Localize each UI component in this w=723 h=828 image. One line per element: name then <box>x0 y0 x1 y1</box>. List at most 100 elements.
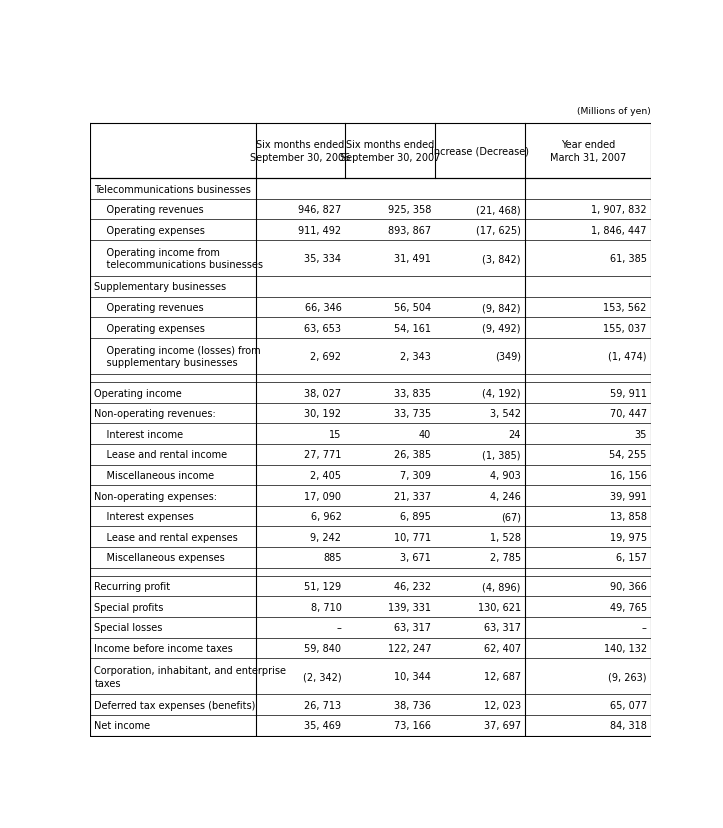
Text: (1, 474): (1, 474) <box>608 352 647 362</box>
Text: Telecommunications businesses: Telecommunications businesses <box>94 185 251 195</box>
Text: 61, 385: 61, 385 <box>609 254 647 264</box>
Text: 35, 334: 35, 334 <box>304 254 341 264</box>
Text: 2, 785: 2, 785 <box>489 552 521 563</box>
Text: 39, 991: 39, 991 <box>610 491 647 501</box>
Text: Income before income taxes: Income before income taxes <box>94 643 233 653</box>
Text: 65, 077: 65, 077 <box>609 700 647 710</box>
Text: Lease and rental income: Lease and rental income <box>94 450 228 460</box>
Text: 140, 132: 140, 132 <box>604 643 647 653</box>
Text: 59, 840: 59, 840 <box>304 643 341 653</box>
Text: 35: 35 <box>634 429 647 439</box>
Text: Interest expenses: Interest expenses <box>94 512 194 522</box>
Text: 70, 447: 70, 447 <box>609 409 647 419</box>
Text: (Millions of yen): (Millions of yen) <box>577 107 651 116</box>
Text: Non-operating revenues:: Non-operating revenues: <box>94 409 216 419</box>
Text: Operating revenues: Operating revenues <box>94 205 204 215</box>
Text: 84, 318: 84, 318 <box>610 720 647 730</box>
Text: 19, 975: 19, 975 <box>609 532 647 542</box>
Text: 155, 037: 155, 037 <box>604 323 647 333</box>
Text: 2, 343: 2, 343 <box>400 352 431 362</box>
Text: Operating expenses: Operating expenses <box>94 323 205 333</box>
Text: (1, 385): (1, 385) <box>482 450 521 460</box>
Text: 7, 309: 7, 309 <box>400 470 431 480</box>
Text: (17, 625): (17, 625) <box>476 225 521 235</box>
Text: 17, 090: 17, 090 <box>304 491 341 501</box>
Text: 40: 40 <box>419 429 431 439</box>
Text: 2, 692: 2, 692 <box>310 352 341 362</box>
Text: 12, 687: 12, 687 <box>484 672 521 681</box>
Text: 54, 255: 54, 255 <box>609 450 647 460</box>
Text: 38, 736: 38, 736 <box>394 700 431 710</box>
Text: 2, 405: 2, 405 <box>310 470 341 480</box>
Text: (3, 842): (3, 842) <box>482 254 521 264</box>
Text: 925, 358: 925, 358 <box>388 205 431 215</box>
Text: (349): (349) <box>495 352 521 362</box>
Text: 885: 885 <box>323 552 341 563</box>
Text: Operating expenses: Operating expenses <box>94 225 205 235</box>
Text: Supplementary businesses: Supplementary businesses <box>94 282 226 292</box>
Text: 6, 157: 6, 157 <box>616 552 647 563</box>
Text: Special losses: Special losses <box>94 623 163 633</box>
Text: 90, 366: 90, 366 <box>610 581 647 591</box>
Text: 26, 385: 26, 385 <box>394 450 431 460</box>
Text: 4, 246: 4, 246 <box>489 491 521 501</box>
Text: 30, 192: 30, 192 <box>304 409 341 419</box>
Text: 62, 407: 62, 407 <box>484 643 521 653</box>
Text: 24: 24 <box>508 429 521 439</box>
Text: 3, 542: 3, 542 <box>489 409 521 419</box>
Text: Six months ended
September 30, 2007: Six months ended September 30, 2007 <box>340 140 440 162</box>
Text: 49, 765: 49, 765 <box>609 602 647 612</box>
Text: Special profits: Special profits <box>94 602 163 612</box>
Text: 63, 653: 63, 653 <box>304 323 341 333</box>
Text: (4, 896): (4, 896) <box>482 581 521 591</box>
Text: 38, 027: 38, 027 <box>304 388 341 398</box>
Text: 12, 023: 12, 023 <box>484 700 521 710</box>
Text: Operating revenues: Operating revenues <box>94 303 204 313</box>
Text: 54, 161: 54, 161 <box>394 323 431 333</box>
Text: 46, 232: 46, 232 <box>394 581 431 591</box>
Text: Miscellaneous income: Miscellaneous income <box>94 470 215 480</box>
Text: (67): (67) <box>501 512 521 522</box>
Text: 10, 771: 10, 771 <box>394 532 431 542</box>
Text: 15: 15 <box>329 429 341 439</box>
Text: Lease and rental expenses: Lease and rental expenses <box>94 532 238 542</box>
Text: 51, 129: 51, 129 <box>304 581 341 591</box>
Text: Increase (Decrease): Increase (Decrease) <box>431 147 529 156</box>
Text: (9, 842): (9, 842) <box>482 303 521 313</box>
Text: Interest income: Interest income <box>94 429 184 439</box>
Text: 130, 621: 130, 621 <box>478 602 521 612</box>
Text: 6, 962: 6, 962 <box>310 512 341 522</box>
Text: Recurring profit: Recurring profit <box>94 581 171 591</box>
Text: 3, 671: 3, 671 <box>400 552 431 563</box>
Text: 4, 903: 4, 903 <box>490 470 521 480</box>
Text: 153, 562: 153, 562 <box>604 303 647 313</box>
Text: 9, 242: 9, 242 <box>310 532 341 542</box>
Text: Deferred tax expenses (benefits): Deferred tax expenses (benefits) <box>94 700 256 710</box>
Text: 33, 835: 33, 835 <box>394 388 431 398</box>
Text: (9, 263): (9, 263) <box>608 672 647 681</box>
Text: 27, 771: 27, 771 <box>304 450 341 460</box>
Text: Miscellaneous expenses: Miscellaneous expenses <box>94 552 225 563</box>
Text: 8, 710: 8, 710 <box>310 602 341 612</box>
Text: 59, 911: 59, 911 <box>609 388 647 398</box>
Text: (21, 468): (21, 468) <box>476 205 521 215</box>
Text: 35, 469: 35, 469 <box>304 720 341 730</box>
Text: 37, 697: 37, 697 <box>484 720 521 730</box>
Text: Operating income: Operating income <box>94 388 182 398</box>
Text: Operating income (losses) from
    supplementary businesses: Operating income (losses) from supplemen… <box>94 345 261 368</box>
Text: Non-operating expenses:: Non-operating expenses: <box>94 491 218 501</box>
Text: 63, 317: 63, 317 <box>394 623 431 633</box>
Text: –: – <box>336 623 341 633</box>
Text: 13, 858: 13, 858 <box>609 512 647 522</box>
Text: 63, 317: 63, 317 <box>484 623 521 633</box>
Text: 946, 827: 946, 827 <box>298 205 341 215</box>
Text: (9, 492): (9, 492) <box>482 323 521 333</box>
Text: 26, 713: 26, 713 <box>304 700 341 710</box>
Text: –: – <box>642 623 647 633</box>
Text: 139, 331: 139, 331 <box>388 602 431 612</box>
Text: Corporation, inhabitant, and enterprise
taxes: Corporation, inhabitant, and enterprise … <box>94 666 286 688</box>
Text: 1, 846, 447: 1, 846, 447 <box>591 225 647 235</box>
Text: 16, 156: 16, 156 <box>609 470 647 480</box>
Text: (2, 342): (2, 342) <box>303 672 341 681</box>
Text: (4, 192): (4, 192) <box>482 388 521 398</box>
